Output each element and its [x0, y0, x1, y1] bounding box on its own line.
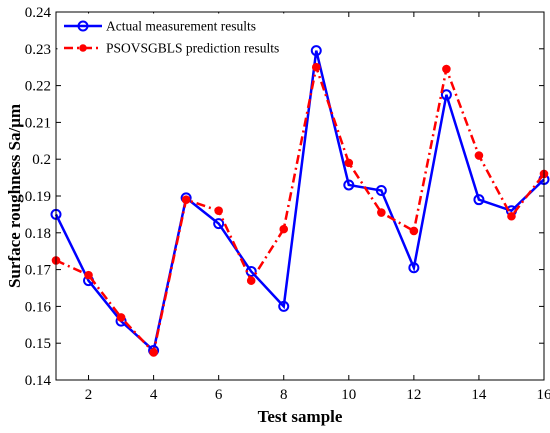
y-tick-label: 0.16: [25, 299, 52, 315]
data-point-actual: [440, 89, 452, 101]
legend-marker-actual: [77, 20, 89, 32]
data-point-prediction: [181, 195, 191, 204]
x-tick-label: 10: [341, 387, 356, 403]
data-point-prediction: [84, 270, 93, 280]
y-tick-label: 0.17: [25, 263, 52, 279]
data-point-prediction: [507, 211, 516, 221]
data-point-prediction: [409, 226, 419, 236]
legend: Actual measurement results PSOVSGBLS pre…: [57, 13, 309, 59]
y-tick-label: 0.23: [25, 42, 51, 58]
data-point-prediction: [246, 276, 256, 285]
data-point-actual: [408, 262, 420, 274]
data-point-actual: [278, 300, 290, 312]
x-tick-label: 2: [85, 387, 93, 403]
data-point-actual: [343, 179, 355, 191]
x-tick-label: 6: [215, 387, 223, 403]
y-tick-label: 0.19: [25, 189, 51, 205]
x-tick-label: 14: [471, 387, 487, 403]
data-point-actual: [375, 184, 387, 196]
data-point-prediction: [214, 206, 223, 216]
x-tick-label: 12: [406, 387, 421, 403]
legend-label-prediction: PSOVSGBLS prediction results: [106, 41, 279, 56]
series-line-prediction: [55, 62, 545, 356]
data-point-prediction: [116, 313, 126, 322]
x-tick-label: 8: [280, 387, 288, 403]
ticks-layer: 2 4 6 8 10 12 14 16 0.14 0.15 0.16 0.17 0.18 0.19 0.2 0…: [25, 5, 550, 403]
series-line-actual: [54, 50, 545, 353]
data-point-actual: [310, 45, 322, 57]
y-tick-label: 0.14: [25, 373, 52, 389]
x-tick-label: 4: [150, 387, 158, 403]
y-tick-label: 0.21: [25, 115, 51, 131]
y-tick-label: 0.15: [25, 336, 51, 352]
legend-item-actual: Actual measurement results: [64, 19, 256, 34]
data-point-prediction: [344, 158, 354, 168]
x-axis-title: Test sample: [258, 407, 343, 426]
x-tick-label: 16: [537, 387, 550, 403]
data-point-prediction: [149, 348, 158, 357]
data-point-prediction: [311, 62, 321, 72]
legend-label-actual: Actual measurement results: [106, 19, 256, 34]
legend-item-prediction: PSOVSGBLS prediction results: [64, 41, 279, 56]
data-point-prediction: [442, 64, 451, 74]
y-tick-label: 0.2: [32, 152, 51, 168]
data-point-prediction: [377, 208, 386, 217]
data-point-prediction: [279, 224, 289, 234]
data-point-actual: [473, 194, 485, 206]
legend-box: [57, 13, 309, 59]
y-tick-label: 0.22: [25, 79, 51, 95]
legend-marker-prediction: [79, 44, 87, 52]
data-point-actual: [213, 218, 225, 230]
y-tick-label: 0.18: [25, 226, 51, 242]
y-axis-title: Surface roughness Sa/μm: [5, 104, 24, 288]
data-point-prediction: [474, 151, 484, 160]
y-tick-label: 0.24: [25, 5, 52, 21]
